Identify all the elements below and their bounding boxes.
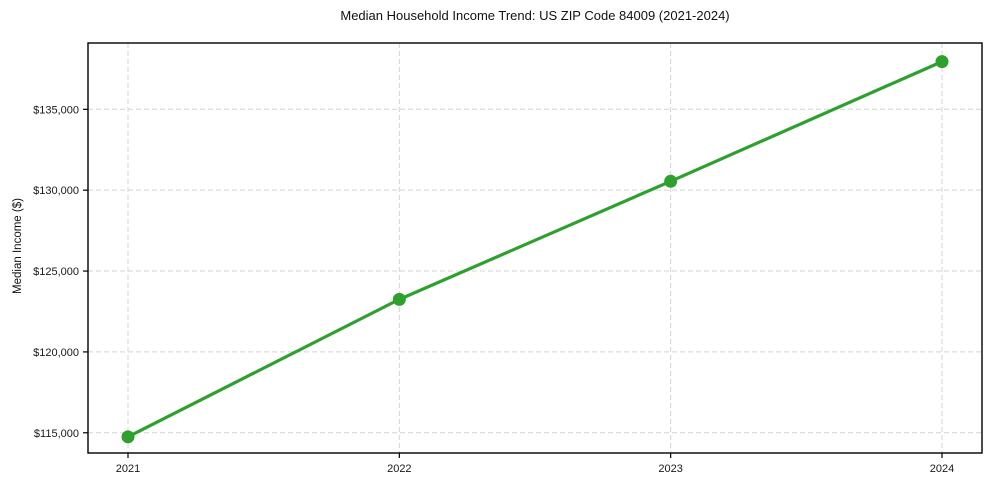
y-tick-label: $135,000 xyxy=(33,104,79,116)
data-point xyxy=(392,292,406,306)
data-point xyxy=(121,430,135,444)
plot-frame xyxy=(87,42,983,454)
series-line xyxy=(126,59,944,439)
data-point xyxy=(935,55,949,69)
data-point xyxy=(664,174,678,188)
chart-title: Median Household Income Trend: US ZIP Co… xyxy=(340,8,730,23)
y-tick-label: $120,000 xyxy=(33,347,79,359)
y-tick-label: $115,000 xyxy=(34,428,79,440)
x-tick-label: 2024 xyxy=(930,463,954,475)
y-tick-label: $130,000 xyxy=(33,185,79,197)
x-tick-label: 2022 xyxy=(387,463,411,475)
x-tick-label: 2023 xyxy=(658,463,682,475)
x-tick-label: 2021 xyxy=(116,463,140,475)
y-tick-label: $125,000 xyxy=(33,266,79,278)
